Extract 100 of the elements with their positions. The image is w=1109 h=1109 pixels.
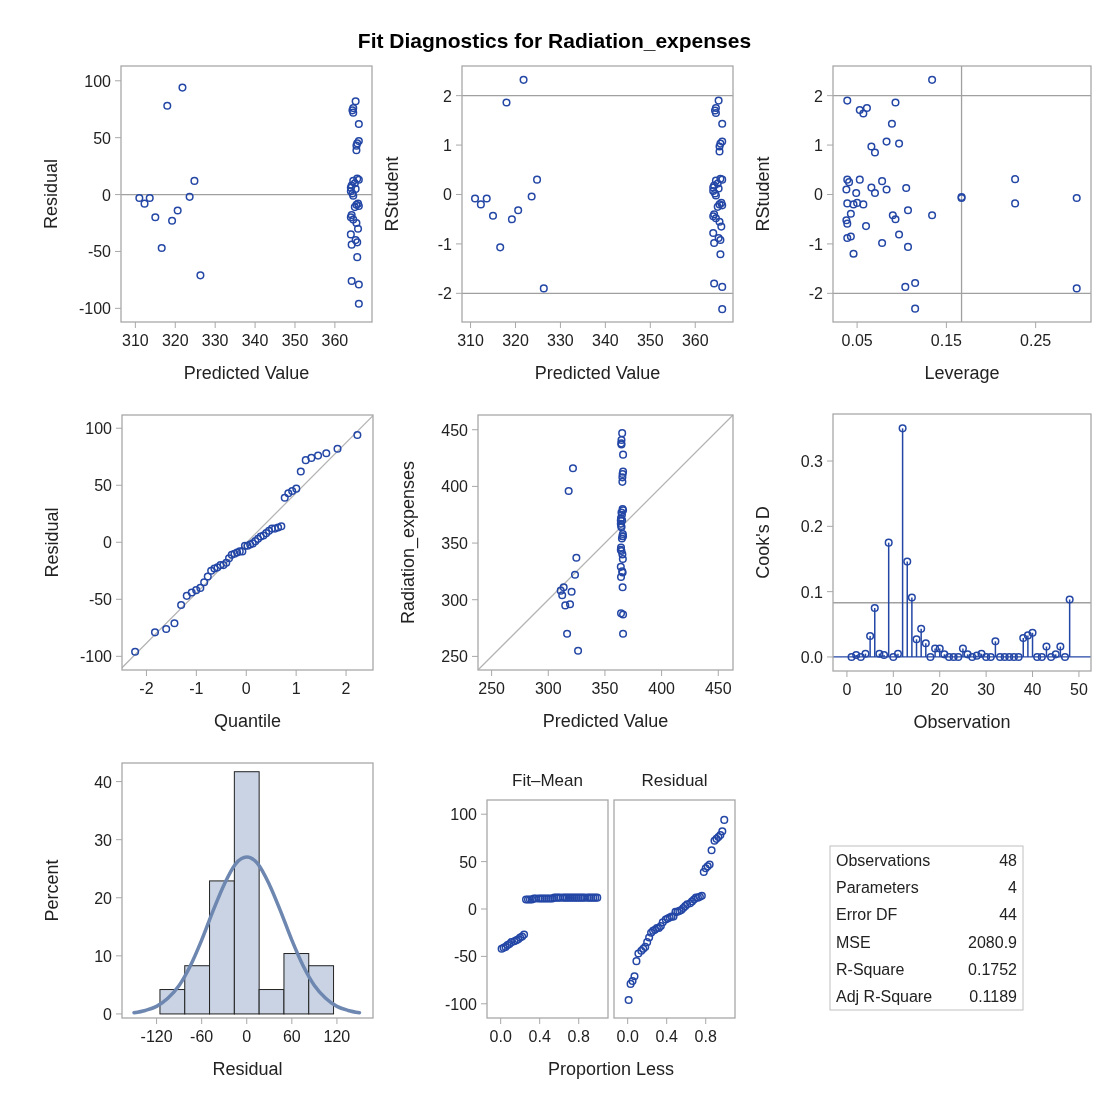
y-tick-label: 0.1 [800, 583, 824, 601]
point [140, 199, 149, 208]
point [502, 98, 511, 107]
point [982, 652, 991, 662]
point [931, 644, 940, 653]
point [568, 464, 578, 473]
y-tick-label: 10 [94, 947, 113, 965]
point [718, 119, 727, 128]
point [643, 938, 652, 947]
point [210, 564, 219, 573]
point [238, 547, 247, 556]
point [616, 573, 626, 582]
x-axis-title: Leverage [924, 363, 1000, 383]
text: Fit Diagnostics for Radiation_expenses [357, 29, 752, 52]
point [533, 175, 542, 184]
x-tick-label: 20 [930, 681, 949, 698]
point [878, 238, 887, 247]
category-label: Observations [836, 851, 931, 869]
data-label: 48 [999, 851, 1018, 869]
point [619, 450, 628, 459]
point [891, 98, 900, 107]
point [182, 591, 191, 600]
point [856, 652, 865, 662]
point [849, 249, 858, 258]
point [173, 206, 182, 215]
point [720, 815, 729, 824]
chart-title: Fit–Mean [512, 771, 583, 790]
x-tick-label: 0 [241, 680, 251, 697]
x-tick-label: -120 [140, 1028, 173, 1045]
point [842, 185, 851, 194]
point [288, 486, 297, 495]
point [903, 557, 912, 566]
x-axis-title: Residual [212, 1059, 283, 1079]
x-tick-label: -2 [139, 680, 154, 697]
point [714, 96, 723, 105]
point [887, 119, 896, 128]
point [230, 549, 239, 558]
point [645, 933, 654, 942]
point [222, 558, 231, 567]
y-tick-label: 100 [85, 420, 113, 438]
point [1033, 652, 1042, 662]
point [350, 203, 359, 212]
point [563, 629, 572, 638]
point [570, 570, 580, 579]
point [888, 211, 897, 220]
y-tick-label: -1 [437, 235, 453, 253]
point [292, 484, 301, 493]
point [954, 652, 963, 662]
point [200, 578, 209, 587]
point [354, 119, 363, 129]
point [564, 486, 573, 495]
point [634, 949, 643, 958]
point [935, 644, 944, 653]
point [307, 453, 316, 462]
point [1060, 652, 1070, 662]
point [1056, 642, 1065, 651]
point [1051, 650, 1060, 659]
point [958, 644, 967, 653]
point [867, 142, 876, 151]
y-tick-label: 400 [441, 478, 469, 496]
point [882, 137, 891, 146]
y-axis-title: Residual [41, 158, 61, 230]
point [1042, 642, 1051, 651]
y-tick-label: 0 [103, 1005, 113, 1023]
y-axis-title: RStudent [753, 156, 773, 232]
x-tick-label: 340 [592, 332, 619, 349]
point [859, 109, 868, 118]
point [903, 242, 913, 251]
x-tick-label: 60 [282, 1028, 301, 1045]
y-axis-title: Residual [42, 507, 62, 578]
data-label: 44 [999, 906, 1018, 924]
point [1065, 595, 1074, 604]
point [949, 652, 958, 662]
point [895, 230, 904, 239]
y-tick-label: 300 [441, 591, 469, 609]
point [862, 103, 871, 113]
point [351, 97, 360, 106]
point [131, 647, 140, 656]
point [347, 276, 356, 286]
point [911, 304, 920, 313]
y-tick-label: 100 [450, 806, 478, 824]
x-tick-label: 2 [341, 680, 351, 697]
point [846, 209, 855, 218]
point [878, 177, 887, 186]
line-series [132, 855, 362, 1015]
y-tick-label: 1 [443, 137, 453, 155]
point [843, 219, 852, 228]
point [572, 553, 581, 562]
x-tick-label: 330 [547, 332, 574, 349]
x-tick-label: 300 [534, 680, 562, 697]
y-axis-title: Radiation_expenses [398, 460, 419, 625]
point [879, 650, 889, 660]
point [219, 561, 228, 570]
point [284, 489, 293, 498]
point [901, 282, 910, 291]
point [715, 147, 724, 156]
x-tick-label: 0.8 [694, 1028, 717, 1045]
point [714, 184, 723, 193]
point [352, 146, 361, 155]
point [709, 228, 718, 238]
